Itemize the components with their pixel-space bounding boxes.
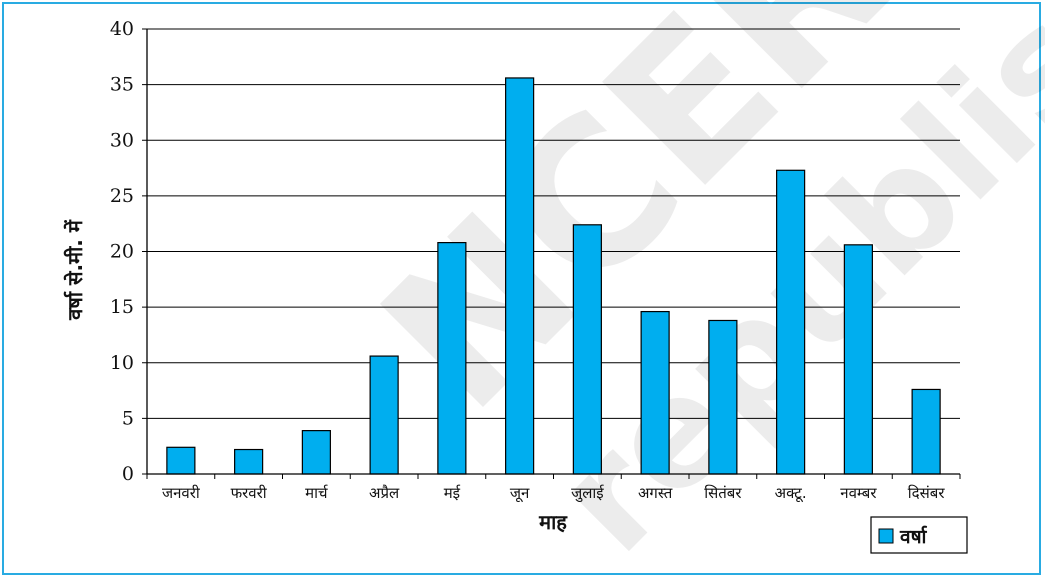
bar (843, 244, 873, 475)
y-tick-label: 5 (122, 407, 134, 429)
bar (166, 446, 196, 475)
x-tick-label: मार्च (305, 484, 328, 502)
y-tick-label: 20 (110, 241, 134, 263)
bars-group (166, 77, 941, 475)
x-tick-label: दिसंबर (908, 484, 946, 502)
y-tick-label: 10 (110, 352, 134, 374)
y-tick-label: 40 (110, 18, 134, 40)
y-tick-label: 0 (122, 463, 134, 485)
x-tick-label: सितंबर (704, 484, 742, 502)
x-tick-label: नवम्बर (840, 484, 877, 502)
x-tick-label: अक्टू. (775, 484, 807, 503)
x-tick-label: मई (444, 484, 461, 502)
y-tick-label: 35 (110, 74, 134, 96)
bar (776, 169, 806, 475)
x-tick-label: अगस्त (638, 484, 673, 502)
y-tick-labels: 0 5 10 15 20 25 30 35 40 (110, 18, 147, 485)
x-tick-label: फरवरी (231, 484, 268, 502)
bar (301, 430, 331, 475)
bar (437, 242, 467, 475)
x-tick-label: जुलाई (571, 484, 605, 503)
bar (640, 310, 670, 475)
bar (505, 77, 535, 475)
bar (708, 319, 738, 475)
legend: वर्षा (870, 516, 968, 554)
y-tick-label: 25 (110, 185, 134, 207)
bar (369, 355, 399, 475)
x-axis-title: माह (538, 510, 568, 534)
legend-swatch (878, 528, 894, 544)
y-tick-label: 30 (110, 129, 134, 151)
bar (234, 448, 264, 475)
x-tick-label: अप्रैल (369, 484, 400, 502)
x-tick-labels: जनवरी फरवरी मार्च अप्रैल मई जून जुलाई अगस्त सितं… (146, 474, 961, 503)
grid-lines (147, 28, 960, 419)
x-tick-label: जनवरी (162, 484, 201, 502)
y-tick-label: 15 (110, 296, 134, 318)
legend-label: वर्षा (899, 525, 928, 548)
x-tick-label: जून (510, 484, 530, 503)
y-axis-title: वर्षा से.मी. में (63, 219, 87, 321)
bar (572, 224, 602, 475)
bar (911, 388, 941, 475)
